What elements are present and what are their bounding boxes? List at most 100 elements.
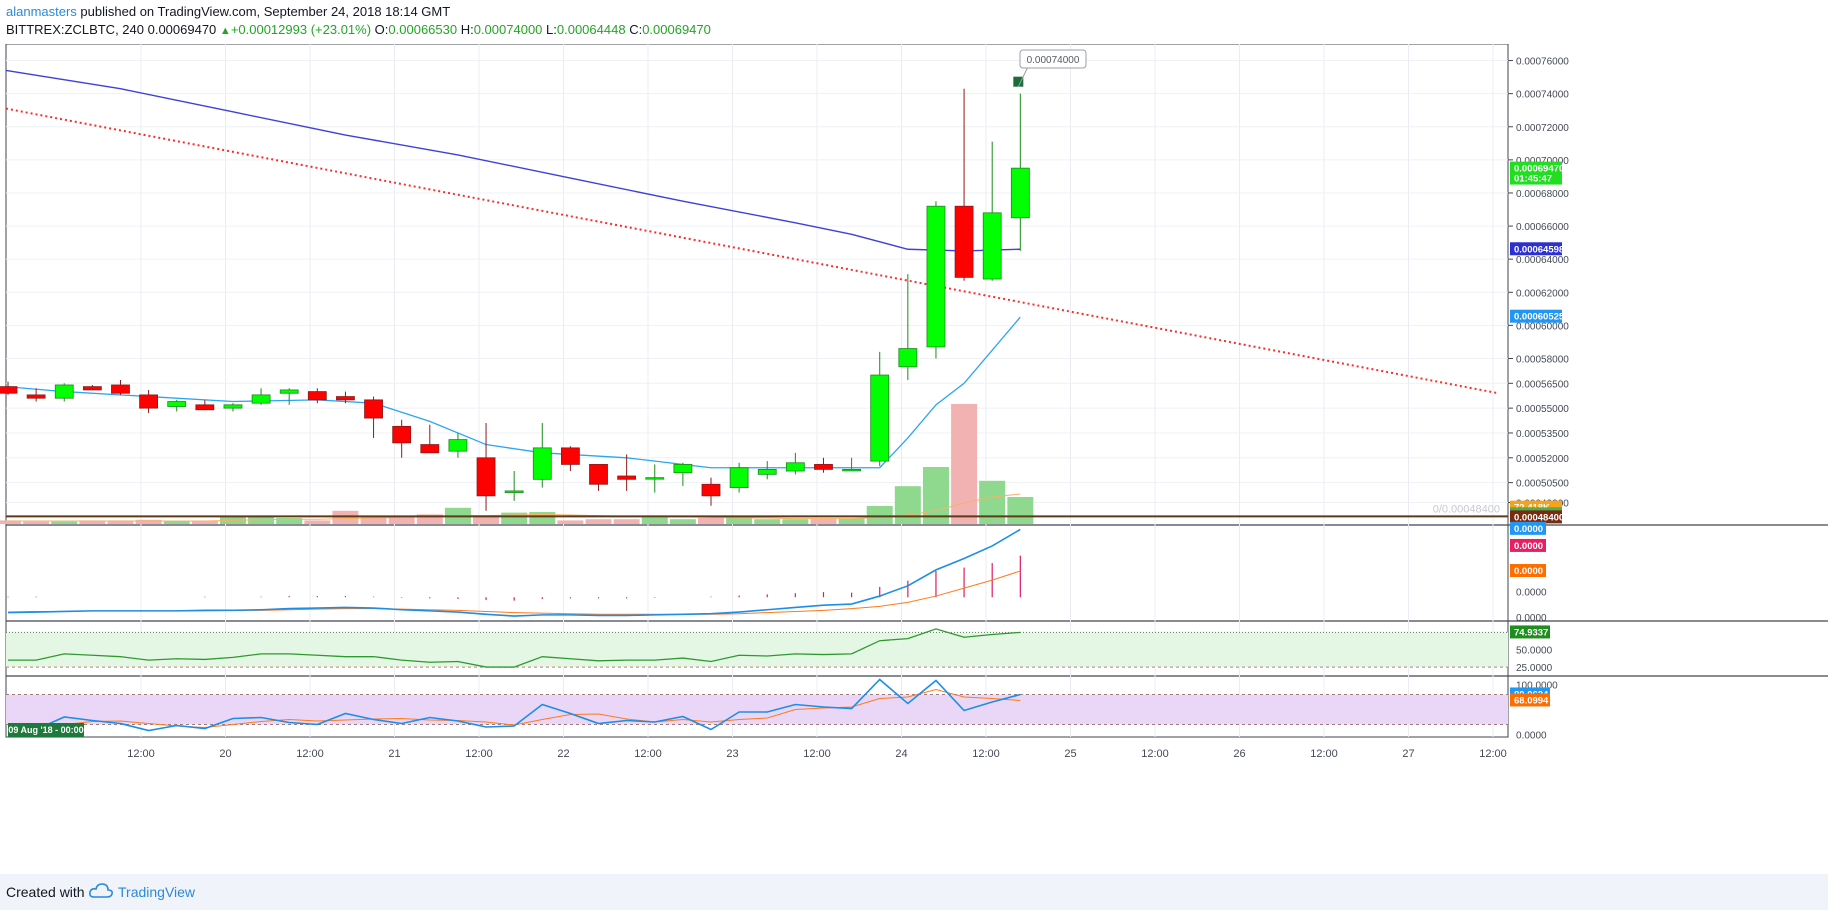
- volume-bar: [810, 518, 837, 524]
- candle-body: [448, 439, 468, 452]
- start-date-badge-label: 09 Aug '18 - 00:00: [8, 725, 83, 735]
- price-tick-label: 0.00070000: [1516, 156, 1569, 167]
- macd-tag: [1510, 564, 1546, 578]
- volume-bar: [304, 520, 331, 524]
- cloud-icon: [88, 882, 114, 903]
- support-line-label: 0/0.00048400: [1433, 503, 1500, 515]
- volume-bar: [79, 520, 106, 524]
- time-tick-label: 25: [1064, 748, 1076, 760]
- candle-body: [926, 205, 946, 348]
- macd-tag-label: 0.0000: [1514, 524, 1543, 535]
- volume-bar: [557, 520, 584, 524]
- price-tag: [1510, 309, 1562, 323]
- macd-tag-label: 0.0000: [1514, 541, 1543, 552]
- time-tick-label: 12:00: [465, 748, 493, 760]
- tradingview-brand[interactable]: TradingView: [118, 884, 196, 900]
- high-value: 0.00074000: [473, 22, 543, 37]
- chart-svg[interactable]: 12:00 20 12:00 21 12:00 22 12:00 23 12:00 24 12:00…: [0, 43, 1828, 874]
- candle-body: [532, 447, 552, 480]
- volume-bar: [163, 521, 190, 524]
- author-link[interactable]: alanmasters: [6, 4, 77, 19]
- volume-bar: [276, 518, 303, 524]
- stoch-tick-label: 0.0000: [1516, 731, 1547, 742]
- volume-bar: [0, 520, 21, 524]
- volume-bar: [613, 519, 640, 524]
- volume-bar: [641, 517, 668, 524]
- candle-body: [54, 384, 74, 399]
- candle-body: [561, 447, 580, 465]
- high-callout-label: 0.00074000: [1027, 55, 1080, 66]
- symbol-label: BITTREX:ZCLBTC, 240: [6, 22, 144, 37]
- price-tick-label: 0.00068000: [1516, 189, 1569, 200]
- volume-bar: [951, 404, 978, 524]
- volume-bar: [416, 514, 443, 524]
- high-label: H:: [460, 22, 474, 37]
- candle-body: [167, 401, 187, 407]
- candle-body: [1010, 167, 1030, 219]
- volume-bar: [23, 521, 50, 524]
- candle-body: [701, 483, 721, 497]
- rsi-tick-label: 25.0000: [1516, 663, 1553, 674]
- candle-body: [589, 464, 608, 485]
- macd-tag: [1510, 538, 1546, 552]
- volume-bar: [585, 519, 612, 524]
- time-tick-label: 12:00: [1479, 748, 1507, 760]
- published-text: published on TradingView.com, September …: [76, 4, 451, 19]
- price-tick-label: 0.00056500: [1516, 379, 1569, 390]
- stoch-band: [6, 694, 1508, 725]
- candle-body: [139, 394, 159, 409]
- volume-bar: [1007, 497, 1034, 524]
- candle-body: [504, 490, 524, 493]
- price-tick-label: 0.00055000: [1516, 404, 1569, 415]
- volume-bar: [135, 519, 162, 524]
- change-value: +0.00012993 (+23.01%): [230, 22, 372, 37]
- created-with-label: Created with: [6, 884, 85, 900]
- up-arrow-icon: ▲: [219, 25, 231, 37]
- time-tick-label: 27: [1402, 748, 1414, 760]
- candle-body: [0, 386, 18, 394]
- time-tick-label: 23: [726, 748, 738, 760]
- candle-body: [982, 212, 1002, 280]
- price-tag: [1510, 510, 1562, 524]
- candle-body: [392, 425, 412, 444]
- candle-body: [251, 394, 271, 404]
- candle-body: [195, 404, 215, 411]
- time-tick-label: 22: [557, 748, 569, 760]
- volume-bar: [529, 512, 556, 524]
- price-tag-label: 0.00064598: [1514, 244, 1564, 255]
- candle-body: [954, 205, 974, 278]
- volume-bar: [248, 516, 275, 524]
- volume-bar: [501, 512, 528, 524]
- candle-body: [111, 384, 130, 394]
- price-tick-label: 0.00060000: [1516, 321, 1569, 332]
- last-price: 0.00069470: [147, 22, 217, 37]
- price-tick-label: 0.00052000: [1516, 454, 1569, 465]
- candle-body: [307, 391, 327, 401]
- time-tick-label: 12:00: [1310, 748, 1338, 760]
- volume-bar: [332, 510, 359, 524]
- price-tag: [1510, 161, 1562, 175]
- candle-body: [26, 394, 46, 399]
- candle-body: [364, 399, 383, 419]
- volume-bar: [754, 519, 781, 524]
- price-tag-label: 0.00060525: [1514, 312, 1565, 323]
- price-tick-label: 0.00074000: [1516, 90, 1569, 101]
- footer: Created with TradingView: [0, 874, 1828, 910]
- flag-icon: [1013, 76, 1024, 87]
- volume-bar: [922, 467, 949, 524]
- close-value: 0.00069470: [642, 22, 711, 37]
- price-tag-label: 0.00048400: [1514, 512, 1564, 523]
- start-date-badge: [8, 723, 84, 737]
- rsi-band: [6, 632, 1508, 668]
- chart-area[interactable]: 12:00 20 12:00 21 12:00 22 12:00 23 12:00 24 12:00…: [0, 43, 1828, 874]
- time-tick-label: 12:00: [634, 748, 662, 760]
- volume-bar: [473, 516, 500, 524]
- candle-body: [223, 404, 243, 409]
- stoch-tick-label: 100.0000: [1516, 681, 1558, 692]
- candle-body: [336, 396, 355, 401]
- rsi-tag: [1510, 625, 1550, 639]
- close-label: C:: [629, 22, 643, 37]
- rsi-tag-label: 74.9337: [1514, 627, 1548, 638]
- candle-body: [617, 475, 637, 480]
- macd-tag: [1510, 521, 1546, 535]
